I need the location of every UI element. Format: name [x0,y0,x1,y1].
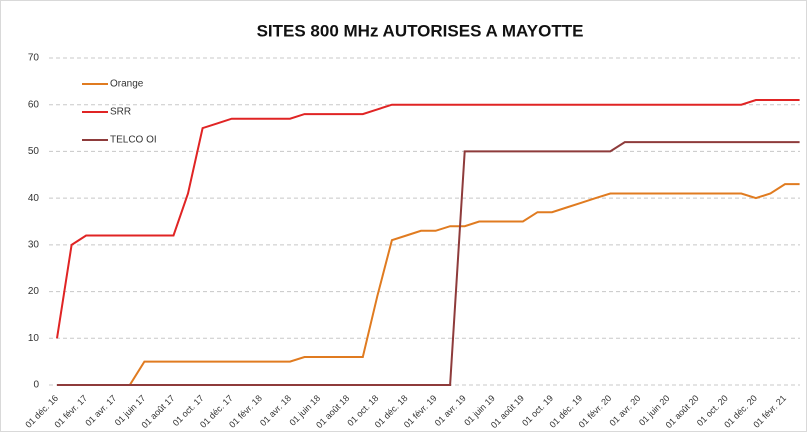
y-tick-label: 30 [28,239,40,250]
y-tick-label: 70 [28,53,40,64]
legend-label: TELCO OI [110,135,157,146]
legend-label: SRR [110,107,131,118]
y-tick-label: 0 [33,380,39,391]
y-tick-label: 50 [28,146,40,157]
chart-title: SITES 800 MHz AUTORISES A MAYOTTE [257,21,584,40]
y-tick-label: 60 [28,99,40,110]
y-tick-label: 40 [28,193,40,204]
y-tick-label: 10 [28,333,40,344]
legend-label: Orange [110,79,144,90]
y-tick-label: 20 [28,286,40,297]
series-line [56,99,800,339]
series-line [57,183,800,386]
series-line [57,141,800,386]
